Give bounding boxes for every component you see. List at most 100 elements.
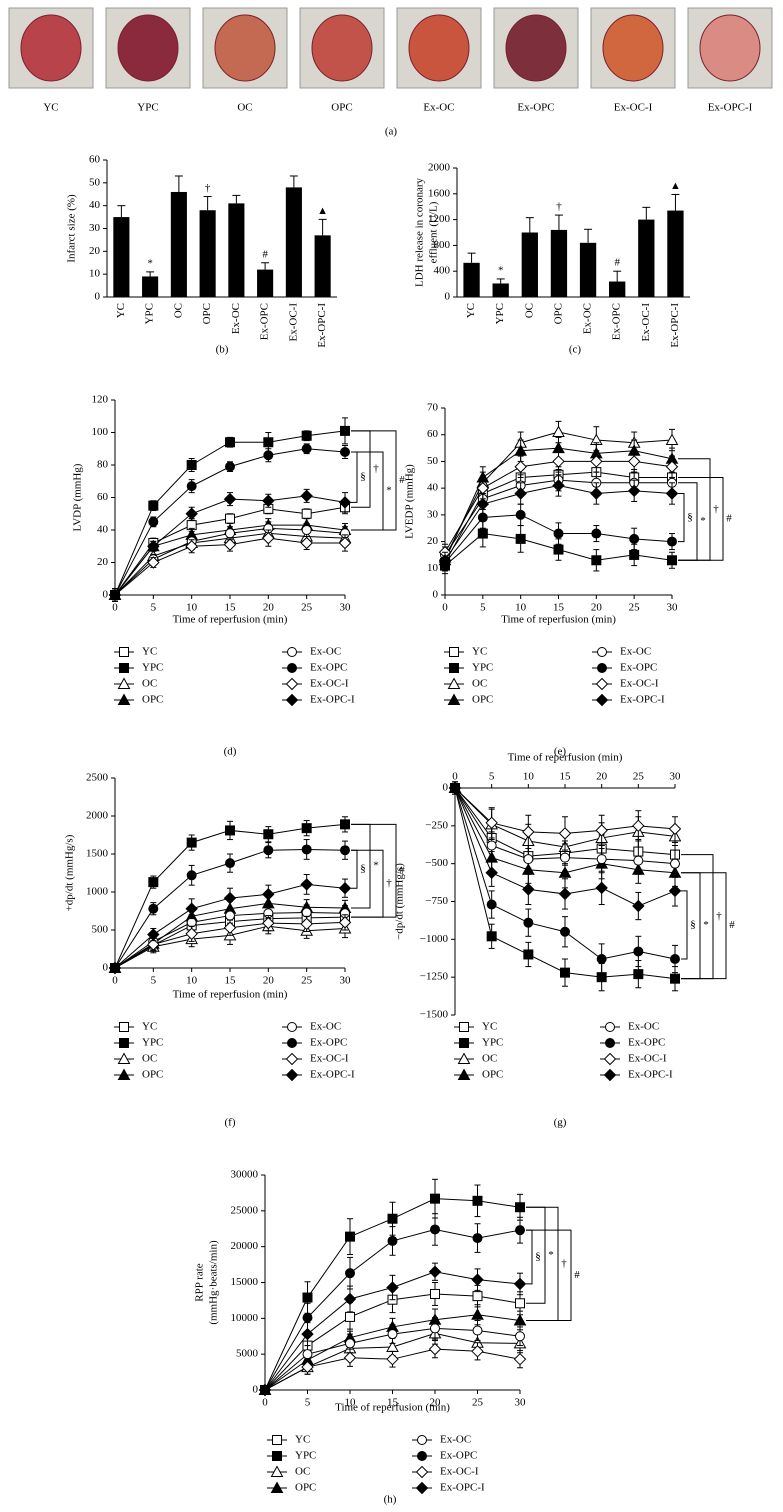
significance-mark: † xyxy=(205,182,211,194)
data-point xyxy=(632,899,645,913)
significance-bracket xyxy=(678,476,724,561)
y-tick-label: 1200 xyxy=(428,213,451,225)
bar xyxy=(314,235,331,297)
legend-marker xyxy=(270,1481,284,1493)
legend-marker xyxy=(119,1022,129,1032)
data-point xyxy=(667,555,677,566)
data-point xyxy=(552,425,565,438)
legend-marker xyxy=(285,693,299,707)
legend-marker xyxy=(459,1022,469,1032)
data-point xyxy=(590,455,603,468)
data-point xyxy=(302,1349,313,1360)
legend-marker xyxy=(595,693,609,707)
data-point xyxy=(300,878,313,891)
x-tick-label: 10 xyxy=(186,602,198,614)
x-tick-label: 5 xyxy=(151,602,157,614)
photo-label: Ex-OPC-I xyxy=(708,102,753,114)
significance-mark: * xyxy=(703,919,709,931)
heart-slice xyxy=(214,14,276,82)
data-point xyxy=(338,881,352,895)
data-point xyxy=(387,1213,398,1224)
legend-label: Ex-OPC-I xyxy=(440,1482,485,1494)
y-tick-label: −1500 xyxy=(420,1009,449,1021)
x-tick-label: 15 xyxy=(553,602,565,614)
data-point xyxy=(186,481,197,492)
legend-label: Ex-OPC xyxy=(310,1037,347,1049)
data-point xyxy=(513,1352,527,1366)
y-tick-label: 10 xyxy=(89,268,101,280)
data-point xyxy=(387,1235,398,1246)
data-point xyxy=(262,531,275,545)
legend-marker xyxy=(287,663,297,673)
heart-slice xyxy=(311,14,373,82)
y-axis-label: effluent (U/L) xyxy=(428,201,440,263)
data-point xyxy=(430,1288,440,1299)
data-point xyxy=(430,1193,440,1204)
data-point xyxy=(258,1383,272,1397)
y-tick-label: 20 xyxy=(427,535,439,547)
data-point xyxy=(147,540,160,553)
legend-label: YPC xyxy=(142,662,163,674)
legend-label: Ex-OC-I xyxy=(620,678,659,690)
data-point xyxy=(430,1224,440,1235)
y-tick-label: 2000 xyxy=(86,810,109,822)
data-point xyxy=(448,781,462,795)
legend-marker xyxy=(597,647,607,657)
bar xyxy=(638,219,655,297)
data-point xyxy=(186,837,197,848)
data-point xyxy=(515,1331,525,1342)
heart-slice xyxy=(117,14,179,82)
significance-bracket xyxy=(351,451,358,503)
data-point xyxy=(148,877,159,888)
significance-bracket xyxy=(678,458,711,561)
x-tick-label: 0 xyxy=(452,771,458,783)
data-point xyxy=(486,899,497,910)
y-tick-label: 1500 xyxy=(86,848,109,860)
significance-bracket xyxy=(678,492,685,543)
significance-mark: # xyxy=(399,474,405,486)
data-point xyxy=(472,1291,483,1302)
data-point xyxy=(302,1312,313,1323)
data-point xyxy=(633,946,644,957)
legend-label: OC xyxy=(295,1466,310,1478)
y-tick-label: 2000 xyxy=(428,162,451,174)
y-tick-label: 120 xyxy=(92,394,109,406)
x-tick-label: OPC xyxy=(552,303,564,324)
data-point xyxy=(345,1268,355,1279)
legend-label: Ex-OPC-I xyxy=(620,694,665,706)
data-point xyxy=(665,433,679,446)
data-point xyxy=(472,1233,483,1244)
photo-label: Ex-OPC xyxy=(517,102,554,114)
legend-label: Ex-OPC xyxy=(628,1037,665,1049)
data-point xyxy=(338,916,352,929)
data-point xyxy=(428,1265,442,1278)
legend-label: YC xyxy=(142,646,157,658)
data-point xyxy=(340,819,350,830)
x-tick-label: 5 xyxy=(305,1397,311,1409)
x-tick-label: 10 xyxy=(345,1397,357,1409)
legend-marker xyxy=(285,1068,299,1082)
legend-marker xyxy=(603,1068,617,1082)
significance-mark: ▲ xyxy=(317,205,328,217)
data-point xyxy=(225,513,235,524)
data-point xyxy=(558,866,572,878)
data-point xyxy=(428,1342,442,1356)
significance-mark: * xyxy=(373,860,379,872)
data-point xyxy=(345,1231,355,1242)
legend-label: OC xyxy=(472,678,487,690)
x-tick-label: Ex-OPC-I xyxy=(316,303,328,348)
significance-mark: # xyxy=(262,248,268,260)
y-tick-label: 25000 xyxy=(231,1204,259,1216)
y-tick-label: 0 xyxy=(103,962,109,974)
legend-label: Ex-OC-I xyxy=(310,678,349,690)
y-tick-label: 0 xyxy=(443,782,449,794)
y-tick-label: 70 xyxy=(427,402,439,414)
data-point xyxy=(147,556,160,569)
significance-bracket xyxy=(351,430,371,508)
y-tick-label: −1250 xyxy=(420,971,449,983)
heart-slice xyxy=(699,14,761,82)
bar xyxy=(199,210,216,297)
significance-bracket xyxy=(526,1229,533,1285)
y-tick-label: −750 xyxy=(425,895,448,907)
data-point xyxy=(301,1327,314,1341)
